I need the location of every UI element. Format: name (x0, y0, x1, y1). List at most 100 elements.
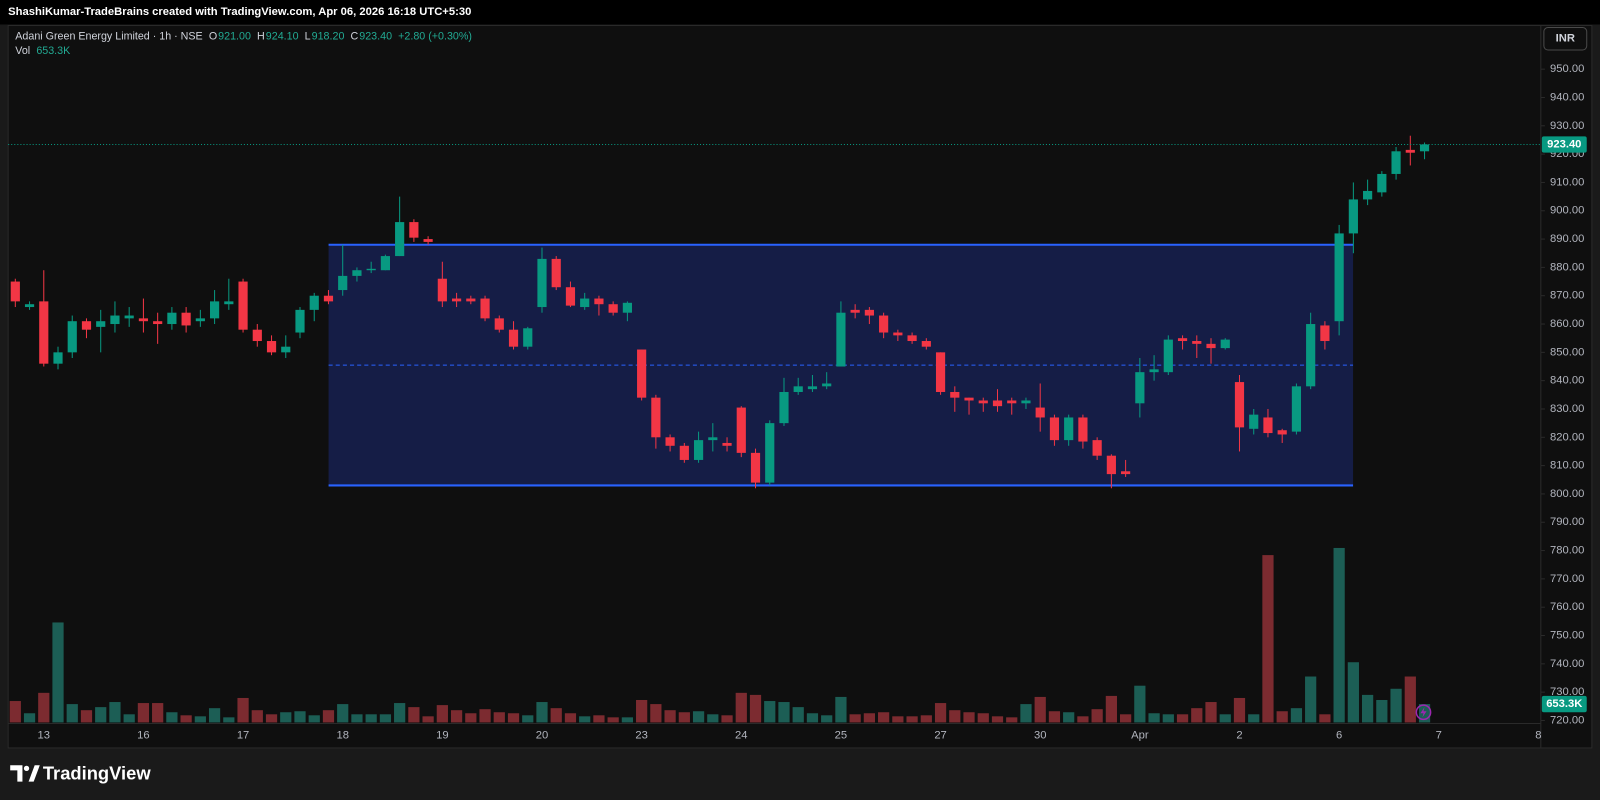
candle-body (1405, 149, 1415, 153)
candle-body (580, 298, 590, 308)
candle-body (1277, 430, 1287, 435)
candle-body (850, 309, 860, 313)
candle-body (1021, 400, 1031, 404)
volume-bar (707, 714, 719, 723)
volume-bar (650, 704, 662, 723)
candle-body (1135, 372, 1145, 404)
candle-body (793, 386, 803, 392)
volume-bar (294, 711, 306, 723)
volume-bar (1120, 714, 1132, 723)
candle-body (480, 298, 490, 319)
candle-body (39, 301, 49, 364)
volume-bar (991, 716, 1004, 723)
volume-bar (152, 703, 164, 723)
volume-bar (1091, 709, 1103, 723)
y-tick-label: 750.00 (1550, 629, 1584, 641)
candle-body (1234, 382, 1245, 428)
candle-body (266, 341, 277, 353)
volume-bar (507, 713, 520, 723)
volume-bar (180, 715, 192, 723)
y-tick-label: 930.00 (1550, 120, 1584, 132)
volume-bar (109, 702, 121, 723)
volume-bar (1034, 696, 1046, 723)
legend-symbol: Adani Green Energy Limited · 1h · NSE (15, 31, 202, 43)
x-tick-label: 18 (336, 730, 348, 742)
candle-body (395, 222, 405, 257)
volume-bar (38, 692, 50, 723)
volume-bar (1347, 662, 1359, 723)
author-header: ShashiKumar-TradeBrains created with Tra… (8, 6, 471, 18)
volume-bar (1006, 717, 1018, 723)
event-icon[interactable] (1415, 704, 1432, 721)
candle-body (1163, 339, 1173, 373)
volume-bar (1191, 708, 1203, 723)
volume-bar (821, 715, 833, 723)
y-tick-label: 840.00 (1550, 375, 1584, 387)
volume-bar (23, 713, 36, 723)
candle-body (565, 287, 576, 306)
candle-body (1263, 417, 1273, 434)
candle-body (992, 400, 1003, 407)
volume-bar (1134, 685, 1146, 723)
legend-high-label: H (257, 31, 265, 43)
volume-bar (1290, 708, 1303, 723)
volume-bar (1333, 547, 1345, 723)
legend-low: 918.20 (312, 31, 345, 43)
candle-body (779, 391, 789, 424)
volume-bar (351, 714, 363, 723)
volume-bar (692, 711, 705, 723)
candle-body (879, 315, 889, 333)
volume-bar (308, 715, 320, 723)
volume-bar (593, 715, 605, 723)
volume-bar (52, 622, 64, 723)
volume-bar (607, 717, 619, 723)
volume-bar (1077, 716, 1089, 723)
volume-bar (1376, 699, 1388, 723)
x-tick-label: Apr (1131, 730, 1149, 742)
candle-body (451, 298, 462, 302)
brand-name: TradingView (43, 762, 152, 783)
y-tick-label: 770.00 (1550, 573, 1584, 585)
volume-bar (764, 701, 776, 723)
volume-bar (977, 713, 989, 723)
x-tick-label: 2 (1236, 730, 1242, 742)
candle-body (138, 318, 149, 322)
x-tick-label: 27 (934, 730, 946, 742)
candle-body (1391, 151, 1401, 174)
y-tick-label: 860.00 (1550, 318, 1584, 330)
volume-bar (934, 703, 947, 723)
volume-bar (436, 705, 448, 723)
y-tick-label: 720.00 (1550, 714, 1584, 726)
volume-bar (963, 712, 975, 723)
candle-body (1064, 417, 1074, 441)
candle-body (96, 321, 106, 327)
volume-bar (678, 712, 690, 723)
volume-bar (166, 712, 178, 723)
candle-body (423, 239, 433, 242)
volume-bar (1105, 695, 1117, 723)
candle-body (10, 281, 20, 302)
candle-body (1035, 407, 1045, 418)
currency-label[interactable]: INR (1556, 33, 1575, 45)
candle-body (1206, 343, 1216, 349)
currency-button[interactable] (1543, 27, 1588, 51)
candle-body (1306, 324, 1316, 387)
volume-bar (636, 699, 648, 723)
volume-bar (878, 712, 890, 723)
legend-volume-label: Vol (15, 45, 30, 57)
volume-bar (892, 716, 904, 723)
volume-bar (322, 710, 335, 723)
x-tick-label: 23 (635, 730, 647, 742)
candle-body (1192, 341, 1202, 344)
candle-body (195, 318, 205, 322)
candle-body (921, 341, 931, 347)
candle-body (736, 407, 746, 453)
candle-body (551, 258, 561, 288)
candle-body (1419, 144, 1430, 152)
volume-bar (1390, 688, 1402, 723)
candle-body (523, 328, 533, 347)
candle-body (1348, 199, 1358, 234)
volume-bar (493, 712, 505, 723)
candle-body (323, 295, 334, 302)
candle-body (1249, 414, 1259, 429)
